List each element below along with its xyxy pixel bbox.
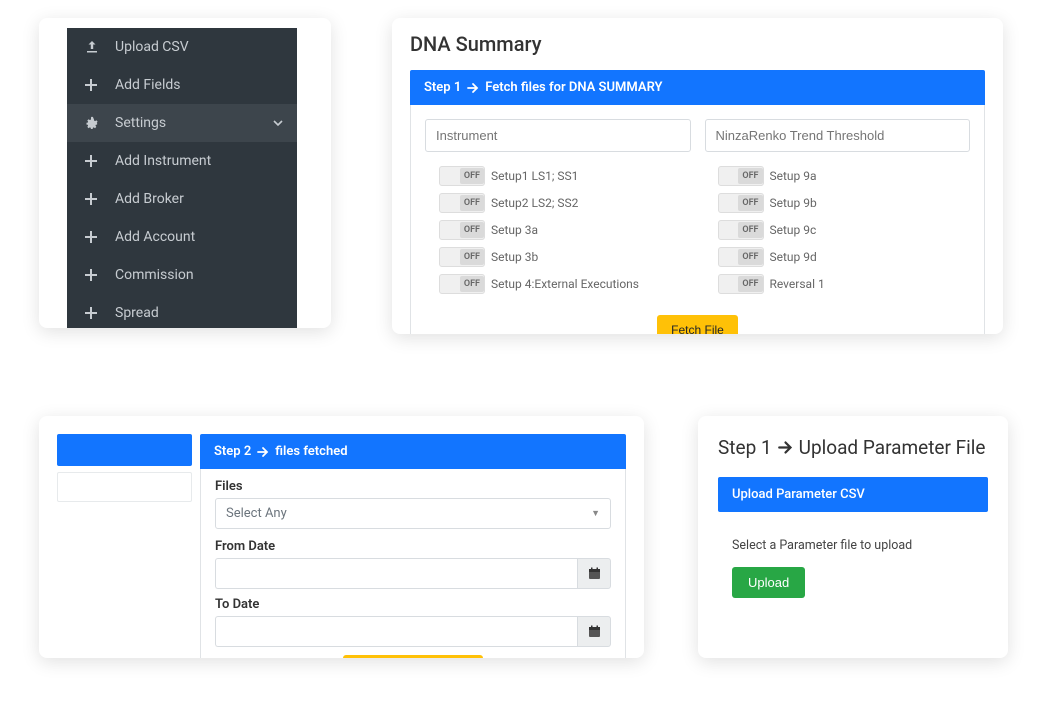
threshold-input[interactable] xyxy=(705,119,971,152)
step-text: files fetched xyxy=(275,444,347,459)
sidebar-item-label: Settings xyxy=(115,115,166,131)
toggle-col-right: OFF Setup 9a OFF Setup 9b OFF Setup 9c OFF S… xyxy=(718,166,957,301)
sidebar-item-settings[interactable]: Settings xyxy=(67,104,297,142)
sidebar-item-label: Add Instrument xyxy=(115,153,211,169)
toggle-setup9a[interactable]: OFF xyxy=(718,166,764,186)
from-date-picker-button[interactable] xyxy=(577,558,611,589)
to-date-input[interactable] xyxy=(215,616,577,647)
toggle-setup1[interactable]: OFF xyxy=(439,166,485,186)
toggle-label: Setup 9a xyxy=(770,169,817,183)
step-prefix: Step 1 xyxy=(718,436,772,459)
tabs-column xyxy=(57,434,192,640)
toggle-label: Setup 4:External Executions xyxy=(491,277,639,291)
calendar-icon xyxy=(588,625,601,638)
plus-icon xyxy=(85,307,103,319)
step-prefix: Step 1 xyxy=(424,80,461,95)
dna-summary-card: DNA Summary Step 1 Fetch files for DNA S… xyxy=(392,18,1003,334)
toggle-reversal1[interactable]: OFF xyxy=(718,274,764,294)
files-label: Files xyxy=(215,479,611,494)
upload-step-heading: Step 1 Upload Parameter File xyxy=(718,436,988,459)
upload-button[interactable]: Upload xyxy=(732,567,805,598)
to-date-picker-button[interactable] xyxy=(577,616,611,647)
sidebar-card: Upload CSV Add Fields Settings Add Instr… xyxy=(39,18,331,328)
toggle-col-left: OFF Setup1 LS1; SS1 OFF Setup2 LS2; SS2 OF… xyxy=(439,166,678,301)
toggle-setup3b[interactable]: OFF xyxy=(439,247,485,267)
arrow-right-icon xyxy=(257,446,269,458)
select-placeholder: Select Any xyxy=(226,506,287,521)
sidebar-item-label: Add Broker xyxy=(115,191,184,207)
fetch-dna-summary-button[interactable]: Fetch DNA Summary xyxy=(343,655,484,658)
calendar-icon xyxy=(588,567,601,580)
gear-icon xyxy=(85,116,103,130)
toggle-setup9c[interactable]: OFF xyxy=(718,220,764,240)
panel-title: DNA Summary xyxy=(410,32,985,56)
toggle-label: Setup 3b xyxy=(491,250,538,264)
toggle-setup9d[interactable]: OFF xyxy=(718,247,764,267)
to-date-label: To Date xyxy=(215,597,611,612)
sidebar-item-label: Upload CSV xyxy=(115,39,189,55)
sidebar-item-label: Commission xyxy=(115,267,194,283)
toggle-label: Reversal 1 xyxy=(770,277,825,291)
sidebar-item-label: Add Fields xyxy=(115,77,181,93)
arrow-right-icon xyxy=(778,440,793,455)
upload-instruction: Select a Parameter file to upload xyxy=(732,538,974,553)
chevron-down-icon xyxy=(273,118,283,128)
instrument-input[interactable] xyxy=(425,119,691,152)
plus-icon xyxy=(85,155,103,167)
step1-bar: Step 1 Fetch files for DNA SUMMARY xyxy=(410,70,985,105)
plus-icon xyxy=(85,231,103,243)
heading-text: Upload Parameter File xyxy=(799,436,986,459)
sidebar-item-add-fields[interactable]: Add Fields xyxy=(67,66,297,104)
inactive-tab[interactable] xyxy=(57,472,192,502)
toggle-setup4[interactable]: OFF xyxy=(439,274,485,294)
files-select[interactable]: Select Any ▼ xyxy=(215,498,611,529)
sidebar-item-add-account[interactable]: Add Account xyxy=(67,218,297,256)
toggle-setup2[interactable]: OFF xyxy=(439,193,485,213)
sidebar-item-commission[interactable]: Commission xyxy=(67,256,297,294)
upload-sub-bar: Upload Parameter CSV xyxy=(718,477,988,512)
toggle-setup9b[interactable]: OFF xyxy=(718,193,764,213)
plus-icon xyxy=(85,79,103,91)
step-prefix: Step 2 xyxy=(214,444,251,459)
toggle-setup3a[interactable]: OFF xyxy=(439,220,485,240)
sidebar-item-add-instrument[interactable]: Add Instrument xyxy=(67,142,297,180)
toggle-label: Setup 3a xyxy=(491,223,538,237)
sidebar-item-spread[interactable]: Spread xyxy=(67,294,297,328)
arrow-right-icon xyxy=(467,82,479,94)
dna-panel-body: OFF Setup1 LS1; SS1 OFF Setup2 LS2; SS2 OF… xyxy=(410,105,985,334)
sidebar: Upload CSV Add Fields Settings Add Instr… xyxy=(67,28,297,328)
files-fetched-card: Step 2 files fetched Files Select Any ▼ … xyxy=(39,416,644,658)
upload-icon xyxy=(85,40,103,54)
step-text: Fetch files for DNA SUMMARY xyxy=(485,80,662,95)
sidebar-item-upload-csv[interactable]: Upload CSV xyxy=(67,28,297,66)
sidebar-item-add-broker[interactable]: Add Broker xyxy=(67,180,297,218)
from-date-input[interactable] xyxy=(215,558,577,589)
caret-down-icon: ▼ xyxy=(591,508,600,519)
plus-icon xyxy=(85,269,103,281)
fetch-file-button[interactable]: Fetch File xyxy=(657,315,738,334)
active-tab[interactable] xyxy=(57,434,192,466)
toggle-label: Setup 9d xyxy=(770,250,817,264)
toggle-label: Setup 9b xyxy=(770,196,817,210)
sidebar-item-label: Spread xyxy=(115,305,159,321)
toggle-label: Setup 9c xyxy=(770,223,817,237)
upload-parameter-card: Step 1 Upload Parameter File Upload Para… xyxy=(698,416,1008,658)
sidebar-item-label: Add Account xyxy=(115,229,195,245)
toggle-label: Setup1 LS1; SS1 xyxy=(491,169,578,183)
from-date-label: From Date xyxy=(215,539,611,554)
step2-bar: Step 2 files fetched xyxy=(200,434,626,469)
plus-icon xyxy=(85,193,103,205)
toggle-label: Setup2 LS2; SS2 xyxy=(491,196,578,210)
